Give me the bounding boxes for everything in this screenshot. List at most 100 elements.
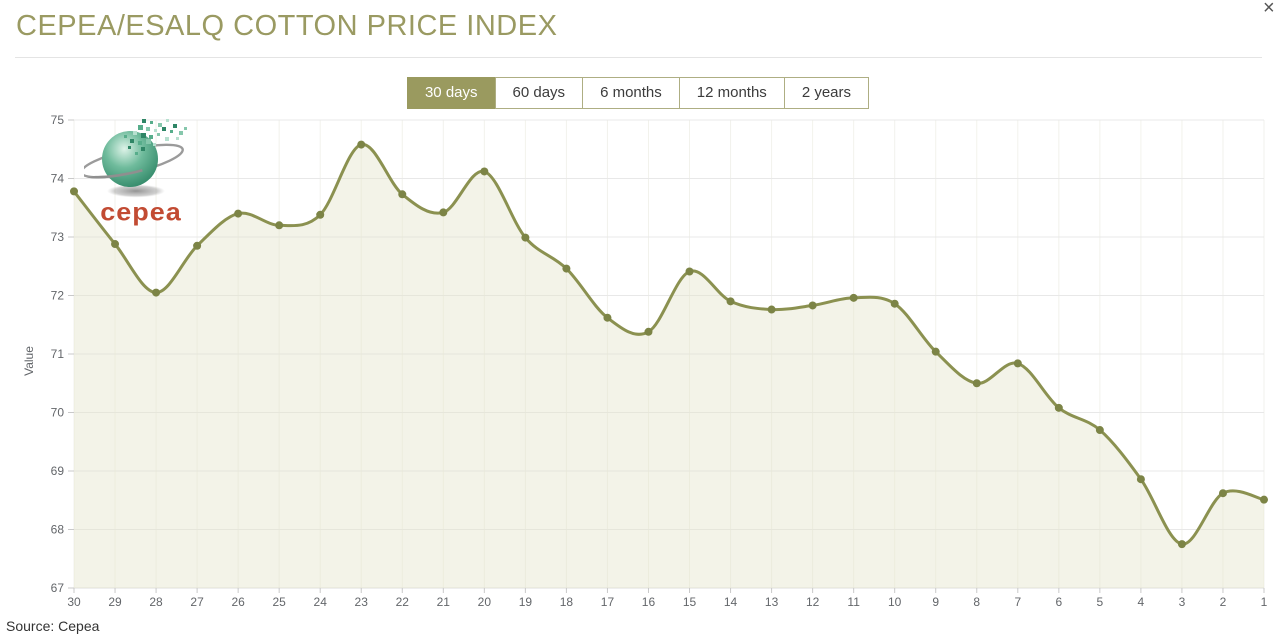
- logo-pixel: [146, 139, 151, 144]
- data-point-day-25[interactable]: [275, 221, 284, 230]
- logo-pixel: [166, 119, 169, 122]
- logo-pixel: [150, 121, 153, 124]
- data-point-day-5[interactable]: [1095, 426, 1104, 435]
- logo-pixel: [158, 123, 162, 127]
- y-tick-label: 73: [51, 230, 65, 244]
- range-button-2-years[interactable]: 2 years: [783, 77, 870, 109]
- data-point-day-11[interactable]: [849, 293, 858, 302]
- x-tick-label: 21: [437, 595, 451, 609]
- data-point-day-27[interactable]: [193, 241, 202, 250]
- data-point-day-7[interactable]: [1013, 359, 1022, 368]
- logo-pixel: [162, 127, 166, 131]
- x-tick-label: 20: [478, 595, 492, 609]
- logo-pixel: [179, 131, 183, 135]
- data-point-day-4[interactable]: [1136, 475, 1145, 484]
- y-tick-label: 74: [51, 172, 65, 186]
- data-point-day-15[interactable]: [685, 267, 694, 276]
- data-point-day-29[interactable]: [111, 240, 120, 249]
- area-fill: [74, 144, 1264, 588]
- data-point-day-9[interactable]: [931, 347, 940, 356]
- logo-pixel: [135, 152, 138, 155]
- x-tick-label: 24: [314, 595, 328, 609]
- x-tick-label: 17: [601, 595, 615, 609]
- x-tick-label: 30: [67, 595, 81, 609]
- range-button-30-days[interactable]: 30 days: [406, 77, 496, 109]
- price-line: [72, 143, 1266, 546]
- x-tick-label: 25: [272, 595, 286, 609]
- cepea-globe-icon: [80, 119, 187, 198]
- y-tick-label: 69: [51, 464, 65, 478]
- header-divider: [15, 57, 1262, 58]
- data-point-day-10[interactable]: [890, 299, 899, 308]
- data-point-day-22[interactable]: [398, 190, 407, 199]
- x-tick-label: 4: [1138, 595, 1145, 609]
- data-point-day-2[interactable]: [1218, 489, 1227, 498]
- logo-pixel: [146, 127, 150, 131]
- data-point-day-19[interactable]: [521, 233, 530, 242]
- data-point-day-20[interactable]: [480, 167, 489, 176]
- data-point-day-13[interactable]: [767, 305, 776, 314]
- cepea-logo: cepea: [80, 117, 198, 227]
- data-point-day-26[interactable]: [234, 209, 243, 218]
- x-tick-label: 18: [560, 595, 574, 609]
- y-tick-label: 75: [51, 113, 65, 127]
- logo-pixel: [173, 124, 177, 128]
- x-tick-label: 7: [1014, 595, 1021, 609]
- x-tick-label: 29: [108, 595, 122, 609]
- x-tick-label: 16: [642, 595, 656, 609]
- logo-pixel: [141, 147, 145, 151]
- logo-pixel: [141, 133, 146, 138]
- x-tick-label: 15: [683, 595, 697, 609]
- logo-pixel: [149, 135, 153, 139]
- data-point-day-1[interactable]: [1260, 495, 1268, 504]
- x-tick-label: 13: [765, 595, 779, 609]
- source-note: Source: Cepea: [6, 618, 100, 634]
- logo-pixel: [142, 119, 146, 123]
- logo-pixel: [124, 135, 127, 138]
- x-tick-label: 11: [847, 595, 860, 609]
- x-tick-label: 2: [1220, 595, 1227, 609]
- cepea-logo-text: cepea: [100, 198, 182, 226]
- y-tick-label: 70: [51, 406, 65, 420]
- x-tick-label: 27: [190, 595, 204, 609]
- data-point-day-17[interactable]: [603, 313, 612, 322]
- x-tick-label: 1: [1261, 595, 1268, 609]
- logo-pixel: [170, 130, 173, 133]
- x-tick-label: 28: [149, 595, 163, 609]
- x-tick-label: 9: [932, 595, 939, 609]
- x-tick-label: 10: [888, 595, 902, 609]
- data-point-day-18[interactable]: [562, 264, 571, 273]
- y-tick-label: 72: [51, 289, 65, 303]
- y-tick-label: 68: [51, 523, 65, 537]
- data-point-day-24[interactable]: [316, 210, 325, 219]
- logo-pixel: [176, 137, 179, 140]
- x-tick-label: 6: [1055, 595, 1062, 609]
- x-tick-label: 19: [519, 595, 533, 609]
- data-point-day-28[interactable]: [152, 288, 161, 297]
- data-point-day-8[interactable]: [972, 379, 981, 388]
- data-point-day-30[interactable]: [70, 187, 78, 196]
- x-tick-label: 14: [724, 595, 738, 609]
- range-button-12-months[interactable]: 12 months: [678, 77, 785, 109]
- data-point-day-6[interactable]: [1054, 403, 1063, 412]
- logo-pixel: [153, 143, 156, 146]
- data-point-day-16[interactable]: [644, 327, 653, 336]
- data-point-day-12[interactable]: [808, 301, 817, 310]
- x-tick-label: 22: [396, 595, 410, 609]
- logo-pixel: [157, 133, 160, 136]
- x-tick-label: 3: [1179, 595, 1186, 609]
- x-tick-label: 12: [806, 595, 820, 609]
- logo-pixel: [184, 127, 187, 130]
- data-point-day-14[interactable]: [726, 297, 735, 306]
- range-button-60-days[interactable]: 60 days: [494, 77, 584, 109]
- logo-pixel: [130, 139, 134, 143]
- data-point-day-3[interactable]: [1177, 540, 1186, 549]
- logo-pixel: [128, 146, 131, 149]
- logo-pixel: [133, 131, 137, 135]
- logo-pixel: [154, 129, 157, 132]
- range-button-6-months[interactable]: 6 months: [582, 77, 680, 109]
- data-point-day-23[interactable]: [357, 140, 366, 149]
- close-icon[interactable]: ×: [1263, 0, 1275, 19]
- data-point-day-21[interactable]: [439, 208, 448, 217]
